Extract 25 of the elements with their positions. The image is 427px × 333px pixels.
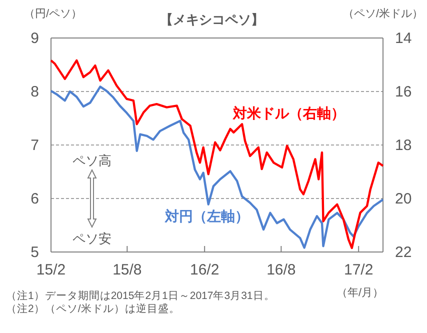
x-tick-label: 17/2 <box>344 262 374 279</box>
y-tick-label: 7 <box>30 136 39 154</box>
y2-tick-label: 14 <box>395 30 412 47</box>
y2-tick-label: 18 <box>395 136 412 154</box>
series-label: 対米ドル（右軸） <box>232 105 345 121</box>
series-label: 対円（左軸） <box>164 208 249 224</box>
x-tick-label: 15/8 <box>112 262 142 279</box>
annotation: ペソ安 <box>72 231 112 246</box>
text: （注1）データ期間は2015年2月1日～2017年3月31日。 <box>6 289 275 302</box>
annotation: ペソ高 <box>72 153 112 168</box>
y2-tick-label: 20 <box>395 190 412 208</box>
y2-tick-label: 16 <box>395 83 412 100</box>
x-tick-label: 15/2 <box>36 262 66 279</box>
x-tick-label: 16/8 <box>266 262 296 279</box>
y-axis-title: （円/ペソ） <box>24 8 82 20</box>
y-tick-label: 8 <box>30 83 39 100</box>
text: （注2）（ペソ/米ドル）は逆目盛。 <box>6 302 180 315</box>
y-tick-label: 5 <box>30 244 39 261</box>
y-tick-label: 6 <box>30 190 39 208</box>
y2-axis-title: （ペソ/米ドル） <box>342 7 423 20</box>
y2-tick-label: 22 <box>395 244 412 261</box>
x-axis-title: （年/月） <box>336 287 384 299</box>
chart-title: 【メキシコペソ】 <box>160 12 264 27</box>
x-tick-label: 16/2 <box>190 262 220 279</box>
y-tick-label: 9 <box>30 30 39 47</box>
